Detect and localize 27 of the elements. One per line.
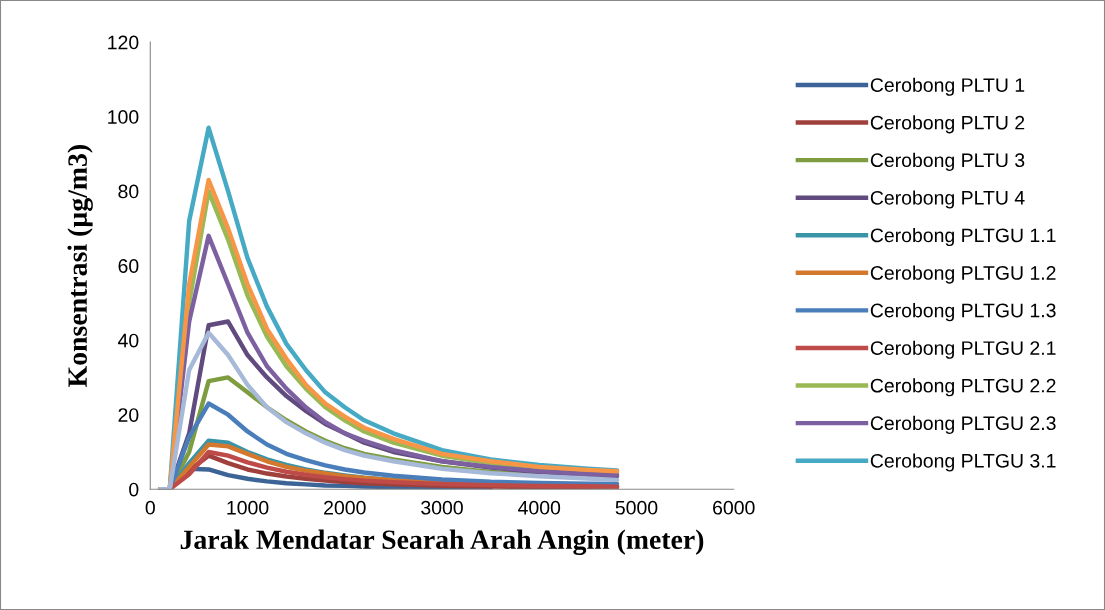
legend-label: Cerobong PLTGU 1.1 bbox=[870, 227, 1056, 247]
y-tick-label: 0 bbox=[129, 482, 139, 497]
legend-label: Cerobong PLTGU 1.3 bbox=[870, 303, 1056, 322]
legend-label: Cerobong PLTGU 2.3 bbox=[870, 415, 1056, 434]
y-tick-label: 100 bbox=[108, 110, 139, 124]
x-tick-label: 1000 bbox=[227, 500, 269, 515]
legend-label: Cerobong PLTU 1 bbox=[870, 77, 1025, 96]
x-tick-label: 3000 bbox=[421, 500, 463, 515]
y-tick-label: 60 bbox=[118, 259, 139, 273]
legend-label: Cerobong PLTGU 3.1 bbox=[870, 453, 1056, 472]
y-tick-label: 80 bbox=[118, 184, 139, 199]
x-tick-label: 5000 bbox=[615, 500, 658, 515]
x-tick-label: 0 bbox=[145, 500, 155, 515]
y-axis-title: Konsentrasi (µg/m3) bbox=[67, 145, 93, 387]
y-tick-label: 120 bbox=[108, 35, 139, 50]
legend-label: Cerobong PLTU 3 bbox=[870, 152, 1025, 171]
legend-label: Cerobong PLTU 4 bbox=[870, 190, 1025, 209]
y-tick-label: 40 bbox=[117, 333, 139, 348]
legend-label: Cerobong PLTGU 1.2 bbox=[870, 265, 1056, 284]
legend-label: Cerobong PLTGU 2.2 bbox=[870, 378, 1056, 397]
x-tick-label: 4000 bbox=[518, 500, 561, 515]
x-tick-label: 6000 bbox=[713, 500, 755, 515]
x-axis-title: Jarak Mendatar Searah Arah Angin (meter) bbox=[180, 529, 704, 555]
legend-label: Cerobong PLTU 2 bbox=[870, 115, 1025, 134]
x-tick-label: 2000 bbox=[324, 500, 366, 515]
legend-label: Cerobong PLTGU 2.1 bbox=[870, 340, 1056, 359]
y-tick-label: 20 bbox=[118, 408, 139, 422]
